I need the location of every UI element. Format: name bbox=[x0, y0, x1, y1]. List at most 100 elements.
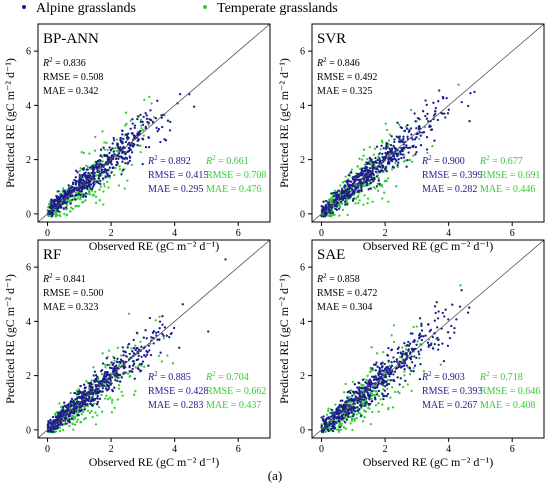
point-alpine bbox=[385, 142, 389, 146]
point-temperate bbox=[103, 185, 106, 188]
point-alpine bbox=[426, 341, 430, 344]
point-temperate bbox=[369, 366, 372, 370]
point-alpine bbox=[52, 199, 55, 202]
point-alpine bbox=[148, 316, 152, 320]
point-alpine bbox=[97, 181, 100, 185]
point-temperate bbox=[328, 411, 332, 415]
point-alpine bbox=[364, 179, 368, 183]
point-alpine bbox=[437, 100, 440, 103]
point-temperate bbox=[95, 174, 99, 177]
point-alpine bbox=[369, 380, 373, 383]
point-alpine bbox=[408, 342, 412, 345]
point-temperate bbox=[377, 402, 380, 405]
stat-alpine-mae: MAE = 0.295 bbox=[148, 184, 203, 195]
point-alpine bbox=[50, 206, 53, 210]
point-alpine bbox=[132, 338, 135, 342]
point-alpine bbox=[99, 159, 102, 163]
point-alpine bbox=[89, 388, 92, 391]
point-alpine bbox=[382, 379, 385, 382]
point-temperate bbox=[94, 195, 98, 198]
point-alpine bbox=[324, 418, 327, 421]
point-alpine bbox=[331, 429, 335, 433]
point-temperate bbox=[127, 312, 131, 315]
point-alpine bbox=[365, 386, 368, 390]
point-alpine bbox=[374, 156, 377, 160]
point-alpine bbox=[415, 127, 418, 130]
point-alpine bbox=[96, 167, 99, 170]
point-alpine bbox=[87, 171, 90, 175]
point-temperate bbox=[86, 166, 89, 169]
point-temperate bbox=[101, 352, 104, 355]
point-alpine bbox=[69, 191, 72, 194]
point-alpine bbox=[396, 366, 399, 369]
point-temperate bbox=[104, 397, 107, 400]
point-alpine bbox=[382, 147, 385, 150]
point-temperate bbox=[384, 371, 387, 375]
point-alpine bbox=[420, 335, 423, 338]
point-temperate bbox=[327, 409, 330, 413]
point-alpine bbox=[89, 400, 93, 403]
point-temperate bbox=[354, 202, 357, 205]
point-alpine bbox=[399, 150, 402, 153]
point-alpine bbox=[389, 148, 392, 152]
point-alpine bbox=[80, 408, 83, 411]
point-alpine bbox=[347, 179, 350, 182]
point-alpine bbox=[436, 118, 440, 122]
point-alpine bbox=[110, 171, 113, 174]
point-alpine bbox=[397, 161, 400, 164]
point-alpine bbox=[361, 378, 364, 382]
point-alpine bbox=[424, 334, 427, 337]
point-alpine bbox=[385, 153, 388, 156]
point-alpine bbox=[130, 151, 134, 154]
point-temperate bbox=[337, 428, 340, 431]
point-temperate bbox=[117, 387, 121, 390]
point-alpine bbox=[355, 186, 359, 189]
point-alpine bbox=[444, 308, 447, 311]
point-temperate bbox=[86, 192, 90, 196]
point-temperate bbox=[58, 402, 61, 405]
point-alpine bbox=[419, 134, 422, 137]
point-alpine bbox=[100, 163, 104, 167]
point-temperate bbox=[79, 198, 82, 201]
point-alpine bbox=[344, 194, 347, 197]
point-alpine bbox=[415, 343, 418, 346]
point-alpine bbox=[69, 399, 73, 403]
point-alpine bbox=[446, 112, 450, 115]
point-temperate bbox=[126, 372, 130, 375]
point-alpine bbox=[378, 165, 382, 169]
point-temperate bbox=[94, 190, 97, 193]
plot-frame bbox=[311, 23, 545, 223]
legend: Alpine grasslands Temperate grasslands bbox=[0, 1, 550, 19]
point-alpine bbox=[432, 101, 435, 104]
point-temperate bbox=[370, 346, 373, 349]
point-temperate bbox=[371, 410, 374, 414]
point-alpine bbox=[84, 399, 87, 402]
point-alpine bbox=[375, 185, 379, 188]
point-alpine bbox=[351, 399, 354, 402]
point-alpine bbox=[469, 92, 472, 95]
point-alpine bbox=[129, 144, 132, 147]
point-alpine bbox=[468, 120, 471, 123]
point-temperate bbox=[333, 189, 337, 193]
point-alpine bbox=[86, 182, 90, 185]
point-alpine bbox=[374, 369, 377, 372]
point-alpine bbox=[408, 366, 411, 369]
point-alpine bbox=[338, 420, 341, 423]
point-temperate bbox=[369, 422, 372, 426]
point-alpine bbox=[451, 303, 454, 306]
point-alpine bbox=[330, 206, 334, 209]
point-alpine bbox=[50, 204, 53, 207]
point-alpine bbox=[81, 400, 84, 404]
point-alpine bbox=[67, 415, 70, 418]
point-alpine bbox=[80, 394, 84, 397]
point-alpine bbox=[168, 129, 172, 132]
point-temperate bbox=[79, 166, 82, 170]
point-alpine bbox=[363, 404, 366, 407]
point-alpine bbox=[405, 127, 409, 130]
point-alpine bbox=[351, 182, 355, 185]
stat-temperate-rmse: RMSE = 0.646 bbox=[480, 386, 540, 397]
point-alpine bbox=[136, 366, 140, 370]
point-temperate bbox=[130, 347, 133, 350]
point-temperate bbox=[73, 196, 76, 199]
point-alpine bbox=[393, 379, 396, 383]
